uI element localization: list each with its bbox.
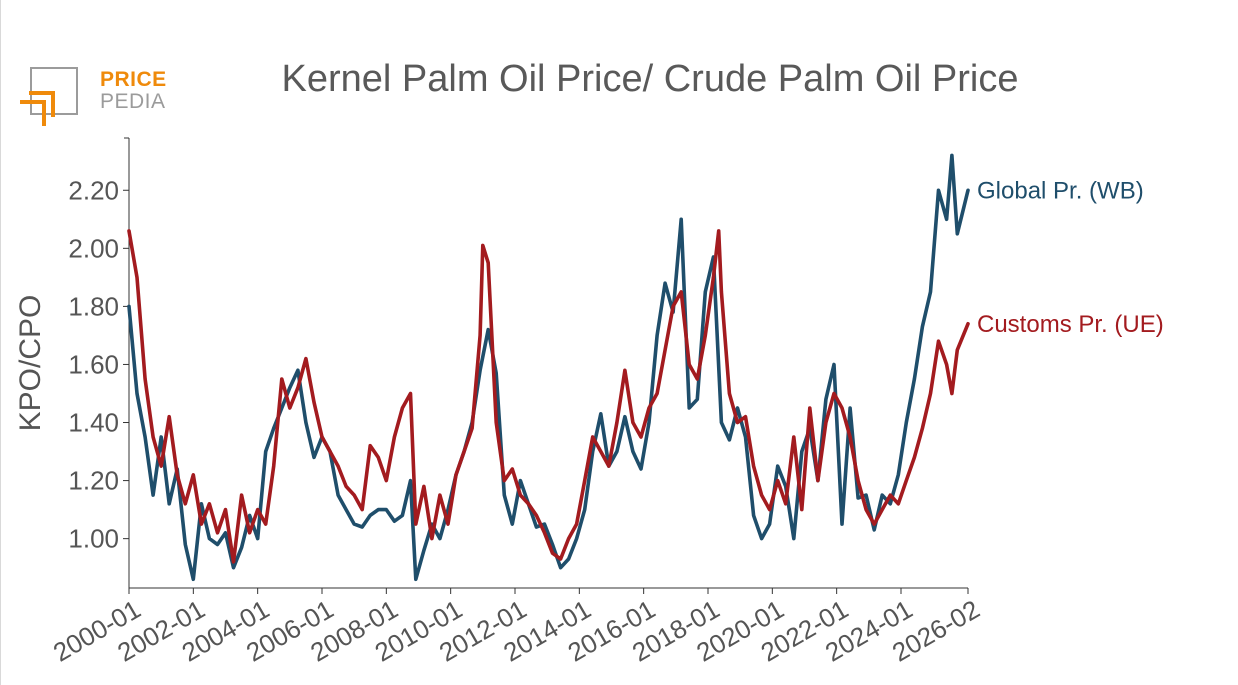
chart-title: Kernel Palm Oil Price/ Crude Palm Oil Pr… — [281, 58, 1019, 100]
series-labels: Global Pr. (WB) Customs Pr. (UE) — [977, 177, 1164, 338]
series-lines — [127, 153, 970, 582]
pricepedia-logo: PRICE PEDIA — [20, 66, 166, 128]
y-tick-label: 2.20 — [68, 175, 119, 205]
page-border — [0, 0, 1, 685]
series-label-customs-ue: Customs Pr. (UE) — [977, 311, 1164, 338]
series-label-global-wb: Global Pr. (WB) — [977, 177, 1144, 204]
series-line-global-wb — [127, 153, 970, 582]
y-tick-label: 1.60 — [68, 349, 119, 379]
y-tick-label: 1.20 — [68, 466, 119, 496]
logo-word-price: PRICE — [100, 68, 167, 91]
logo-mark-icon — [20, 67, 78, 126]
y-tick-label: 1.40 — [68, 408, 119, 438]
y-tick-label: 1.00 — [68, 524, 119, 554]
y-axis-title: KPO/CPO — [14, 295, 47, 432]
y-tick-label: 1.80 — [68, 291, 119, 321]
y-tick-label: 2.00 — [68, 233, 119, 263]
series-line-customs-ue — [127, 229, 970, 564]
logo-word-pedia: PEDIA — [100, 90, 166, 113]
